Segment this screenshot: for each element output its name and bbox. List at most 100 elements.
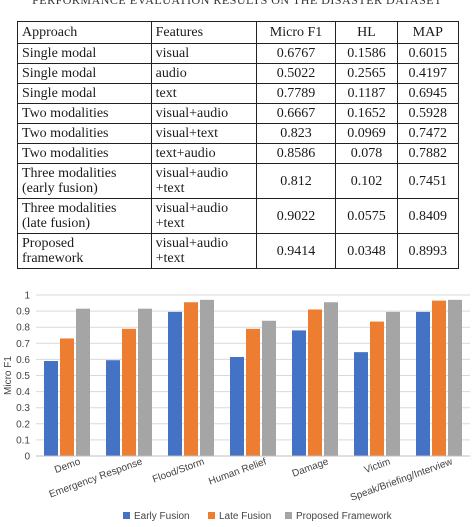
cell-micro-f1: 0.7789 [255,83,337,104]
y-tick-label: 0.5 [16,371,30,382]
table-caption-text: PERFORMANCE EVALUATION RESULTS ON THE DI… [32,0,442,7]
header-features: Features [150,21,257,44]
cell-approach-line: Single modal [22,66,97,81]
bar-early-fusion [106,360,120,456]
cell-map: 0.4197 [396,63,460,84]
x-tick-label: Flood/Storm [151,456,206,485]
table-row: Proposed framework visual+audio +text 0.9414… [17,233,460,269]
table-row: Single modal audio 0.5022 0.2565 0.4197 [17,63,460,84]
y-axis-label: Micro F1 [3,356,14,395]
table-row: Two modalities visual+text 0.823 0.0969 0.74… [17,123,460,144]
cell-approach-line: Three modalities [22,201,117,216]
cell-micro-f1: 0.8586 [255,143,337,164]
cell-hl: 0.1187 [335,83,398,104]
cell-features-line: text+audio [155,146,216,161]
bar-late-fusion [246,328,260,456]
cell-approach-line: (early fusion) [22,181,98,196]
cell-features-line: visual+audio [155,236,229,251]
bar-early-fusion [354,352,368,456]
cell-features: visual+audio +text [150,163,257,199]
bar-early-fusion [230,356,244,456]
header-micro-f1: Micro F1 [255,21,337,44]
table-body: Single modal visual 0.6767 0.1586 0.6015 Sing… [17,43,460,269]
y-tick-label: 0.8 [16,323,30,334]
cell-hl: 0.2565 [335,63,398,84]
bar-proposed-framework [76,308,90,456]
cell-features-line: +text [155,216,185,231]
cell-hl: 0.1586 [335,43,398,64]
cell-approach-line: (late fusion) [22,216,91,231]
bar-proposed-framework [138,308,152,456]
legend-label: Proposed Framework [296,511,393,522]
cell-approach: Three modalities (early fusion) [17,163,152,199]
cell-map: 0.5928 [396,103,460,124]
bar-late-fusion [308,309,322,456]
legend-swatch [123,512,130,519]
legend-label: Early Fusion [134,511,190,522]
cell-hl: 0.078 [335,143,398,164]
cell-features-line: +text [155,181,185,196]
chart-svg: 0 0.1 0.2 0.3 0.4 0.5 0.6 0.7 0.8 0.9 1 Micro F1 Dem… [3,291,470,522]
bar-early-fusion [292,330,306,456]
cell-map: 0.8993 [396,233,460,269]
cell-map: 0.8409 [396,198,460,234]
x-tick-label: Damage [291,456,331,479]
cell-approach-line: Single modal [22,86,97,101]
cell-micro-f1: 0.6767 [255,43,337,64]
bar-late-fusion [370,321,384,456]
bar-proposed-framework [386,311,400,456]
header-approach: Approach [17,21,152,44]
y-tick-label: 0.3 [16,403,30,414]
micro-f1-chart: 0 0.1 0.2 0.3 0.4 0.5 0.6 0.7 0.8 0.9 1 Micro F1 Dem… [0,278,474,527]
cell-approach-line: Proposed [22,236,75,251]
cell-features: visual [150,43,257,64]
cell-map: 0.7472 [396,123,460,144]
bar-late-fusion [122,328,136,456]
cell-approach: Three modalities (late fusion) [17,198,152,234]
cell-features-line: visual+audio [155,106,229,121]
table-row: Three modalities (late fusion) visual+audi… [17,198,460,234]
cell-features: text+audio [150,143,257,164]
cell-map: 0.7451 [396,163,460,199]
bar-proposed-framework [324,302,338,456]
y-tick-label: 0.9 [16,307,30,318]
x-tick-label: Speak/Briefing/Interview [349,456,455,503]
x-tick-label: Demo [53,456,82,476]
table-row: Single modal visual 0.6767 0.1586 0.6015 [17,43,460,64]
cell-features: visual+audio [150,103,257,124]
cell-micro-f1: 0.9414 [255,233,337,269]
cell-approach: Single modal [17,43,152,64]
bar-early-fusion [416,311,430,456]
bar-proposed-framework [448,299,462,456]
cell-features: text [150,83,257,104]
bar-late-fusion [184,302,198,456]
bar-late-fusion [432,300,446,456]
table-caption: PERFORMANCE EVALUATION RESULTS ON THE DI… [0,0,474,14]
table-row: Single modal text 0.7789 0.1187 0.6945 [17,83,460,104]
cell-hl: 0.1652 [335,103,398,124]
cell-approach-line: Single modal [22,46,97,61]
table-row: Two modalities text+audio 0.8586 0.078 0.788… [17,143,460,164]
bar-proposed-framework [262,320,276,456]
cell-approach-line: framework [22,251,84,266]
y-tick-label: 0.6 [16,355,30,366]
cell-approach: Two modalities [17,103,152,124]
cell-approach-line: Three modalities [22,166,117,181]
cell-features-line: visual+audio [155,201,229,216]
cell-features-line: visual+text [155,126,218,141]
bar-proposed-framework [200,299,214,456]
cell-features: visual+audio +text [150,198,257,234]
cell-features-line: +text [155,251,185,266]
cell-micro-f1: 0.9022 [255,198,337,234]
header-hl: HL [335,21,398,44]
cell-hl: 0.0575 [335,198,398,234]
y-tick-label: 0.2 [16,419,30,430]
table-header-row: Approach Features Micro F1 HL MAP [17,21,460,44]
cell-hl: 0.102 [335,163,398,199]
bar-early-fusion [168,311,182,456]
cell-features: audio [150,63,257,84]
cell-features-line: visual+audio [155,166,229,181]
cell-map: 0.6015 [396,43,460,64]
cell-features-line: visual [155,46,190,61]
cell-map: 0.6945 [396,83,460,104]
